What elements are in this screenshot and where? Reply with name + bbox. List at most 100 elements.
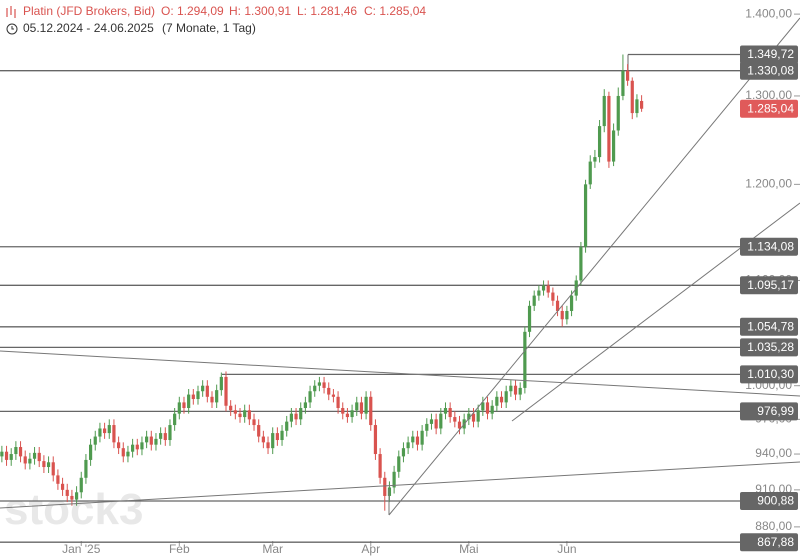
candle-body (420, 430, 424, 445)
candle-body (275, 433, 279, 441)
candle-body (355, 402, 359, 411)
candle-body (597, 126, 602, 158)
candle-body (457, 421, 462, 429)
level-label: 1.010,30 (747, 367, 794, 381)
candle-body (392, 471, 396, 488)
candle-body (28, 458, 32, 464)
candle-body (551, 292, 555, 301)
candle-body (565, 310, 569, 320)
plot-area: Jan '25 Feb Mar Apr Mai Jun (0, 53, 742, 556)
candle-body (191, 394, 195, 400)
candle-body (406, 442, 410, 449)
level-label-box (740, 45, 798, 64)
level-label-box (740, 317, 798, 336)
x-tick-label: Apr (361, 542, 380, 556)
candle-body (336, 396, 340, 409)
candle-body (117, 442, 121, 449)
candle-body (65, 489, 69, 496)
candle-body (593, 157, 597, 162)
candle-body (271, 433, 275, 449)
candle-body (37, 452, 41, 462)
candle-body (9, 454, 13, 460)
candle-body (121, 448, 125, 457)
candle-body (518, 387, 522, 395)
candle-body (439, 413, 443, 429)
candle-body (42, 461, 46, 468)
candle-body (224, 376, 228, 406)
candle-body (252, 419, 256, 426)
candle-body (341, 408, 345, 414)
candle-body (23, 456, 27, 464)
candle-body (476, 410, 480, 422)
candle-body (345, 413, 350, 418)
candle-body (135, 444, 139, 450)
candle-body (443, 408, 448, 414)
candle-body (266, 442, 270, 449)
level-label: 1.330,08 (747, 63, 794, 77)
trend-line (0, 350, 800, 397)
ohlc-low: L: 1.281,46 (297, 4, 357, 18)
candle-body (611, 130, 616, 162)
candle-body (317, 382, 322, 386)
candle-body (583, 184, 588, 247)
candle-body (397, 456, 401, 472)
candle-body (308, 391, 312, 403)
candle-body (210, 396, 214, 403)
candle-body (495, 396, 499, 406)
candle-body (289, 413, 293, 422)
candle-body (215, 390, 219, 403)
candle-body (415, 436, 420, 445)
candle-body (187, 394, 191, 409)
level-label: 900,88 (757, 494, 794, 508)
candle-body (229, 405, 233, 411)
level-label-box (740, 491, 798, 510)
candle-body (378, 454, 382, 478)
candle-body (168, 425, 172, 441)
level-label-box (740, 237, 798, 256)
candle-body (588, 161, 592, 185)
candle-body (485, 402, 490, 414)
level-label: 1.054,78 (747, 319, 794, 333)
candle-body (285, 421, 289, 431)
level-label-box (740, 402, 798, 421)
candle-body (84, 459, 88, 478)
candle-body (182, 402, 186, 409)
candle-body (243, 410, 247, 418)
y-tick-label: 1.400,00 (745, 6, 792, 20)
candle-body (303, 402, 307, 409)
candle-body (635, 99, 639, 114)
candle-body (481, 402, 485, 411)
price-axis: 1.400,001.300,001.200,001.100,001.000,00… (740, 6, 800, 552)
candle-body (163, 433, 167, 441)
candle-body (579, 246, 583, 281)
candle-body (149, 436, 153, 445)
candle-body (546, 285, 550, 293)
candle-body (196, 391, 200, 400)
candle-body (640, 100, 644, 109)
candle-body (107, 425, 111, 434)
candle-body (527, 305, 532, 332)
candle-body (523, 331, 527, 388)
candle-body (327, 387, 331, 395)
candle-icon (6, 6, 16, 18)
y-tick-label: 1.300,00 (745, 88, 792, 102)
candle-body (294, 413, 298, 420)
candle-body (56, 475, 60, 484)
candle-body (625, 70, 630, 81)
y-tick-label: 880,00 (755, 519, 792, 533)
candle-body (140, 442, 144, 450)
level-label: 1.035,28 (747, 340, 794, 354)
candle-body (411, 436, 415, 443)
trend-line (0, 461, 800, 509)
candle-body (145, 436, 149, 443)
candle-body (177, 402, 181, 414)
candle-body (504, 391, 508, 403)
candle-body (299, 408, 303, 420)
candle-body (60, 483, 65, 490)
candle-body (70, 495, 74, 500)
candle-body (79, 477, 83, 493)
clock-icon (6, 23, 18, 35)
level-label-box (740, 61, 798, 80)
